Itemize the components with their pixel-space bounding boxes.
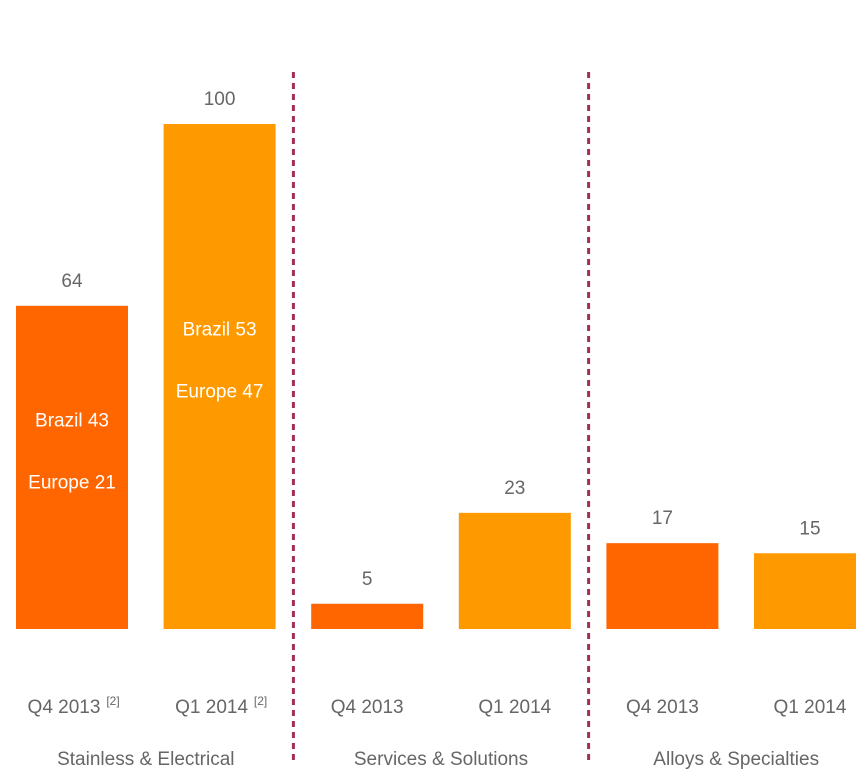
bar [311,603,424,629]
bar-annotation: Brazil 43 [35,410,109,431]
value-label: 17 [652,508,673,529]
footnote-mark: [2] [106,694,119,708]
bar [16,305,128,629]
bar [458,512,571,629]
x-tick-label: Q1 2014 [774,697,847,718]
group-label: Alloys & Specialties [653,749,819,770]
group-label: Stainless & Electrical [57,749,234,770]
bar [754,553,856,629]
bar [606,543,719,629]
value-label: 100 [204,89,236,110]
bar-annotation: Europe 47 [176,382,264,403]
footnote-mark: [2] [254,694,267,708]
bar-annotation: Brazil 53 [183,320,257,341]
x-tick-label: Q1 2014 [175,697,248,718]
x-tick-label: Q1 2014 [478,697,551,718]
x-tick-label: Q4 2013 [331,697,404,718]
value-label: 5 [362,569,373,590]
value-label: 15 [799,518,820,539]
value-label: 64 [61,271,83,292]
value-label: 23 [504,478,525,499]
x-tick-label: Q4 2013 [626,697,699,718]
x-tick-label: Q4 2013 [28,697,101,718]
group-label: Services & Solutions [354,749,528,770]
bar-annotation: Europe 21 [28,472,116,493]
bar [163,124,276,629]
